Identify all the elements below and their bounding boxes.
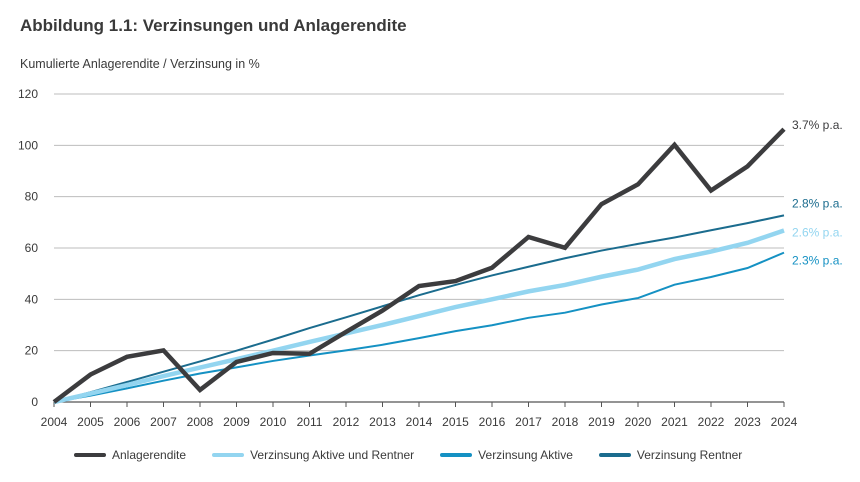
x-tick-label: 2021 xyxy=(661,415,688,429)
legend-label: Verzinsung Aktive und Rentner xyxy=(250,448,415,462)
x-tick-label: 2008 xyxy=(187,415,214,429)
end-label: 2.3% p.a. xyxy=(792,254,843,268)
end-label: 2.6% p.a. xyxy=(792,226,843,240)
legend-label: Verzinsung Rentner xyxy=(636,448,743,462)
x-tick-label: 2020 xyxy=(625,415,652,429)
end-label: 2.8% p.a. xyxy=(792,196,843,210)
x-tick-label: 2017 xyxy=(515,415,542,429)
end-label: 3.7% p.a. xyxy=(792,118,843,132)
y-tick-label: 60 xyxy=(25,241,39,255)
x-tick-label: 2012 xyxy=(333,415,360,429)
legend-label: Anlagerendite xyxy=(112,448,187,462)
series-line-verzinsung-rentner xyxy=(53,214,785,403)
series-line-anlagerendite xyxy=(52,127,786,404)
legend-swatch xyxy=(440,453,473,457)
x-tick-label: 2022 xyxy=(698,415,725,429)
legend-swatch xyxy=(74,453,106,457)
legend-swatch xyxy=(212,453,245,457)
x-tick-label: 2011 xyxy=(297,415,323,429)
x-tick-label: 2015 xyxy=(442,415,469,429)
series-line-verzinsung-aktive xyxy=(53,251,785,403)
legend-item: Verzinsung Aktive und Rentner xyxy=(212,448,414,462)
legend-item: Anlagerendite xyxy=(74,448,186,462)
chart-title: Abbildung 1.1: Verzinsungen und Anlagere… xyxy=(20,16,407,35)
legend-label: Verzinsung Aktive xyxy=(478,448,573,462)
legend: Anlagerendite Verzinsung Aktive und Rentn… xyxy=(74,448,768,462)
y-tick-label: 0 xyxy=(31,395,38,409)
legend-swatch xyxy=(598,453,631,457)
x-tick-label: 2013 xyxy=(369,415,396,429)
x-tick-label: 2006 xyxy=(114,415,141,429)
x-tick-label: 2004 xyxy=(41,415,68,429)
y-tick-label: 20 xyxy=(25,344,39,358)
legend-item: Verzinsung Rentner xyxy=(598,448,743,462)
y-axis-label: Kumulierte Anlagerendite / Verzinsung in… xyxy=(20,57,260,71)
x-tick-label: 2010 xyxy=(260,415,287,429)
y-tick-label: 120 xyxy=(18,87,38,101)
x-tick-label: 2023 xyxy=(734,415,761,429)
y-tick-label: 40 xyxy=(25,292,39,306)
x-tick-label: 2024 xyxy=(771,415,798,429)
x-tick-label: 2005 xyxy=(77,415,104,429)
x-tick-label: 2016 xyxy=(479,415,506,429)
x-tick-label: 2009 xyxy=(223,415,250,429)
y-tick-label: 80 xyxy=(25,190,39,204)
x-tick-label: 2007 xyxy=(150,415,177,429)
x-tick-label: 2018 xyxy=(552,415,579,429)
x-tick-label: 2014 xyxy=(406,415,433,429)
y-tick-label: 100 xyxy=(18,138,38,152)
x-tick-label: 2019 xyxy=(588,415,615,429)
series-line-verzinsung-aktive-und-rentner xyxy=(53,228,785,405)
legend-item: Verzinsung Aktive xyxy=(440,448,573,462)
